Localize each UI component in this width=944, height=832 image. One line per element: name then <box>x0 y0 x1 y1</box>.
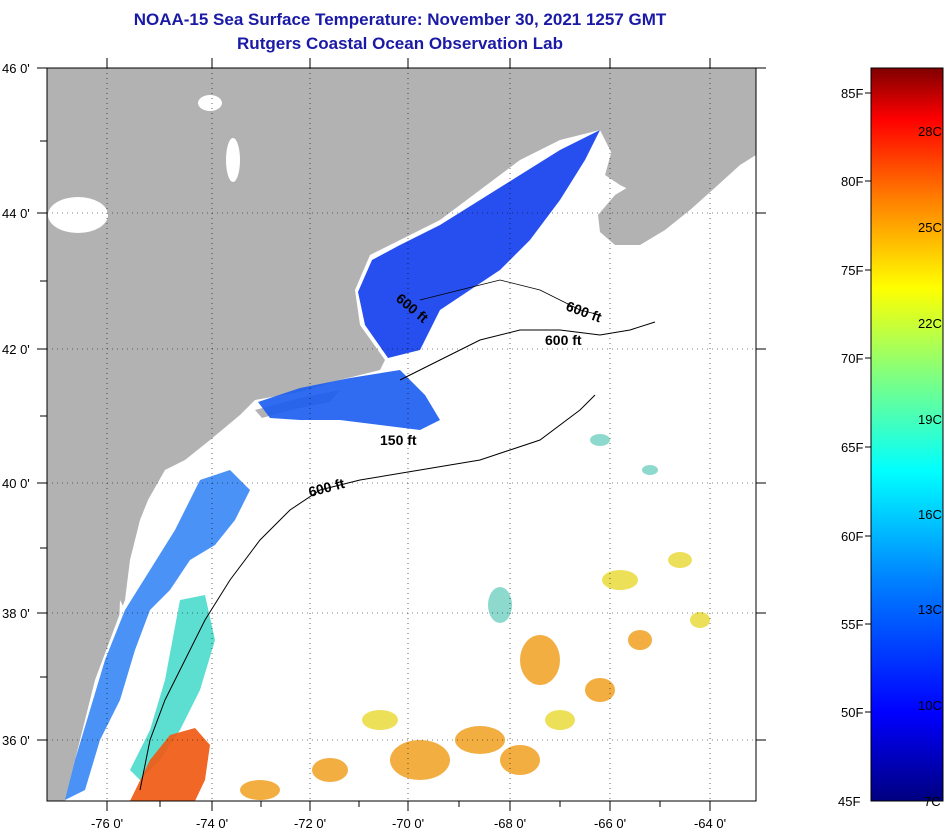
lon-label-68: -68 0' <box>494 816 526 831</box>
contour-gulf-maine <box>419 279 601 316</box>
colorbar-c-28: 28C <box>918 124 942 139</box>
contour-label: 600 ft <box>545 332 582 348</box>
ticks <box>37 58 766 811</box>
colorbar-c-7: 7C <box>924 794 941 809</box>
sst-gulf-of-maine <box>358 130 600 358</box>
lon-label-66: -66 0' <box>594 816 626 831</box>
colorbar-f-70: 70F <box>841 351 863 366</box>
colorbar-f-85: 85F <box>841 86 863 101</box>
lake <box>226 138 240 182</box>
land-new-brunswick <box>600 78 756 160</box>
colorbar-ticks <box>865 92 871 713</box>
contour-label: 150 ft <box>380 432 417 448</box>
sst-southern-new-england <box>258 370 440 430</box>
colorbar-f-50: 50F <box>841 705 863 720</box>
lake-ontario <box>48 197 108 233</box>
colorbar-f-55: 55F <box>841 617 863 632</box>
lon-label-72: -72 0' <box>294 816 326 831</box>
colorbar-c-10: 10C <box>918 698 942 713</box>
map-frame <box>46 67 757 802</box>
lat-label-38: 38 0' <box>2 606 30 621</box>
colorbar-c-19: 19C <box>918 412 942 427</box>
land-mainland <box>47 68 756 801</box>
colorbar-f-75: 75F <box>841 263 863 278</box>
colorbar-f-65: 65F <box>841 440 863 455</box>
map-subtitle: Rutgers Coastal Ocean Observation Lab <box>237 34 563 53</box>
contour-600ft-shelf <box>139 394 596 791</box>
lake <box>198 95 222 111</box>
colorbar-c-16: 16C <box>918 507 942 522</box>
sst-mid-atlantic <box>65 470 250 800</box>
colorbar-f-60: 60F <box>841 529 863 544</box>
sst-offshore-cool <box>488 434 658 623</box>
colorbar-c-22: 22C <box>918 316 942 331</box>
sst-offshore-yellow <box>362 552 710 730</box>
colorbar <box>870 67 944 802</box>
colorbar-f-45: 45F <box>838 794 860 809</box>
lon-label-70: -70 0' <box>392 816 424 831</box>
lat-label-44: 44 0' <box>2 206 30 221</box>
lat-label-42: 42 0' <box>2 342 30 357</box>
sst-offshore-warm <box>240 630 652 800</box>
lon-label-64: -64 0' <box>694 816 726 831</box>
contour-georges-bank <box>399 321 656 381</box>
colorbar-f-80: 80F <box>841 174 863 189</box>
land-nova-scotia <box>598 108 756 245</box>
lat-label-46: 46 0' <box>2 61 30 76</box>
colorbar-c-13: 13C <box>918 602 942 617</box>
lon-label-74: -74 0' <box>196 816 228 831</box>
lat-label-40: 40 0' <box>2 476 30 491</box>
graticule <box>47 68 756 801</box>
map-title: NOAA-15 Sea Surface Temperature: Novembe… <box>133 10 667 29</box>
colorbar-c-25: 25C <box>918 220 942 235</box>
lat-label-36: 36 0' <box>2 733 30 748</box>
lon-label-76: -76 0' <box>91 816 123 831</box>
sst-gulf-stream-edge <box>130 728 210 801</box>
sst-virginia-shelf <box>130 595 215 780</box>
